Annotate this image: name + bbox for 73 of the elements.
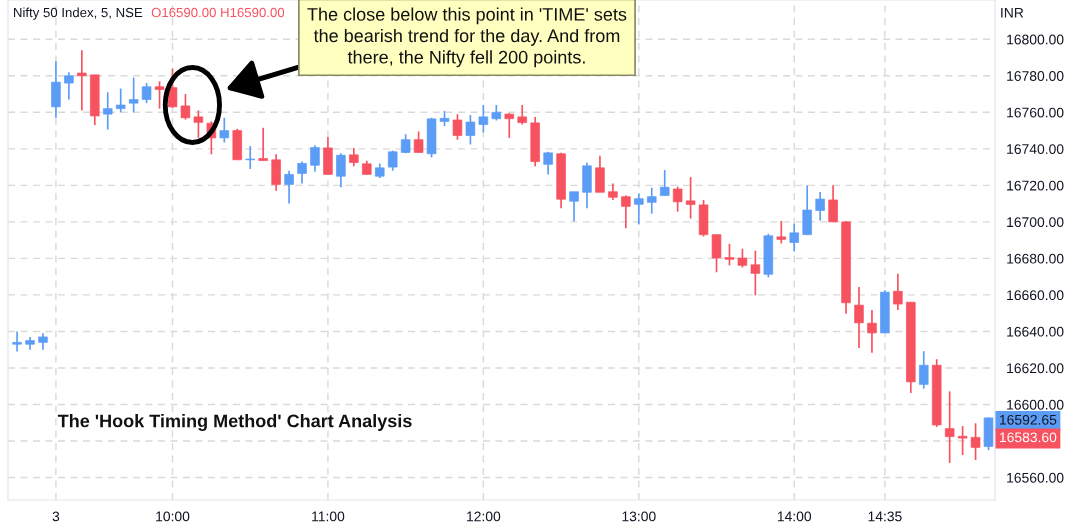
candlestick: [128, 76, 139, 114]
candlestick: [750, 249, 761, 297]
candlestick: [193, 109, 204, 139]
candlestick: [297, 160, 307, 185]
candlestick: [828, 184, 838, 223]
y-tick-label: 16620.00: [1007, 363, 1064, 374]
candlestick: [867, 309, 877, 354]
y-tick-label: 16720.00: [1007, 180, 1064, 191]
candlestick: [452, 113, 463, 141]
x-tick-label: 10:00: [156, 511, 190, 522]
y-tick-label: 16660.00: [1007, 290, 1064, 301]
candlestick: [167, 67, 178, 109]
candlestick: [310, 144, 320, 173]
candlestick: [336, 152, 346, 189]
candlestick: [284, 169, 294, 205]
y-tick-label: 16700.00: [1007, 217, 1064, 228]
candlestick: [504, 112, 515, 139]
y-tick-label: 16600.00: [1007, 399, 1064, 410]
y-tick-label: 16740.00: [1007, 144, 1064, 154]
text: 16583.60: [1000, 432, 1057, 443]
x-tick-label: 14:00: [777, 511, 812, 522]
candlestick: [957, 425, 968, 456]
text: 16592.65: [1000, 414, 1057, 425]
candlestick: [258, 126, 268, 162]
y-axis-title: INR: [1001, 8, 1024, 18]
candlestick: [465, 114, 476, 146]
candlestick: [634, 192, 644, 226]
chart-subtitle: O16590.00 H16590.00: [151, 7, 285, 18]
candlestick: [711, 233, 722, 274]
x-tick-label: 12:00: [467, 511, 501, 522]
y-tick-label: 16680.00: [1007, 253, 1064, 264]
candlestick: [672, 185, 683, 213]
x-tick-label: 11:00: [312, 511, 345, 522]
candlestick: [12, 330, 22, 353]
candlestick: [737, 247, 748, 269]
candlestick: [141, 82, 152, 105]
candlestick: [647, 186, 657, 215]
candlestick: [659, 169, 670, 197]
candlestick: [154, 80, 165, 110]
candlestick: [115, 87, 126, 114]
candlestick: [77, 49, 87, 112]
candlestick: [789, 222, 799, 253]
candlestick: [919, 350, 929, 390]
candlestick: [685, 176, 696, 220]
candlestick: [219, 116, 230, 144]
annotation: The close below this point in 'TIME' sets the bearish trend for the day. And from there, the Nifty fell 200 points.: [307, 7, 627, 68]
y-tick-label: 16560.00: [1007, 472, 1064, 483]
candlestick: [349, 147, 359, 168]
y-tick-label: 16800.00: [1007, 34, 1064, 45]
candlestick: [621, 194, 631, 230]
candlestick: [854, 286, 864, 349]
candlestick: [944, 390, 955, 464]
y-tick-label: 16780.00: [1007, 71, 1064, 81]
candlestick: [776, 220, 787, 245]
candlestick: [724, 242, 735, 267]
x-tick-label: 13:00: [622, 511, 656, 522]
text: Nifty 50 Index, 5, NSE: [14, 7, 143, 20]
candlestick: [245, 145, 255, 170]
x-tick-label: 14:35: [868, 511, 902, 522]
candlestick: [413, 130, 424, 154]
y-tick-label: 16640.00: [1007, 326, 1064, 337]
x-tick-label: 3: [52, 511, 60, 522]
candlestick: [102, 91, 113, 131]
candlestick: [180, 93, 191, 121]
candlestick: [517, 104, 527, 126]
y-tick-label: 16760.00: [1007, 107, 1064, 118]
candlestick: [478, 104, 489, 134]
candlestick: [970, 422, 981, 461]
candlestick: [893, 272, 903, 311]
candlestick: [815, 191, 825, 222]
annotation: The 'Hook Timing Method' Chart Analysis: [57, 414, 412, 431]
candlestick: [64, 71, 74, 101]
candlestick: [569, 190, 579, 222]
